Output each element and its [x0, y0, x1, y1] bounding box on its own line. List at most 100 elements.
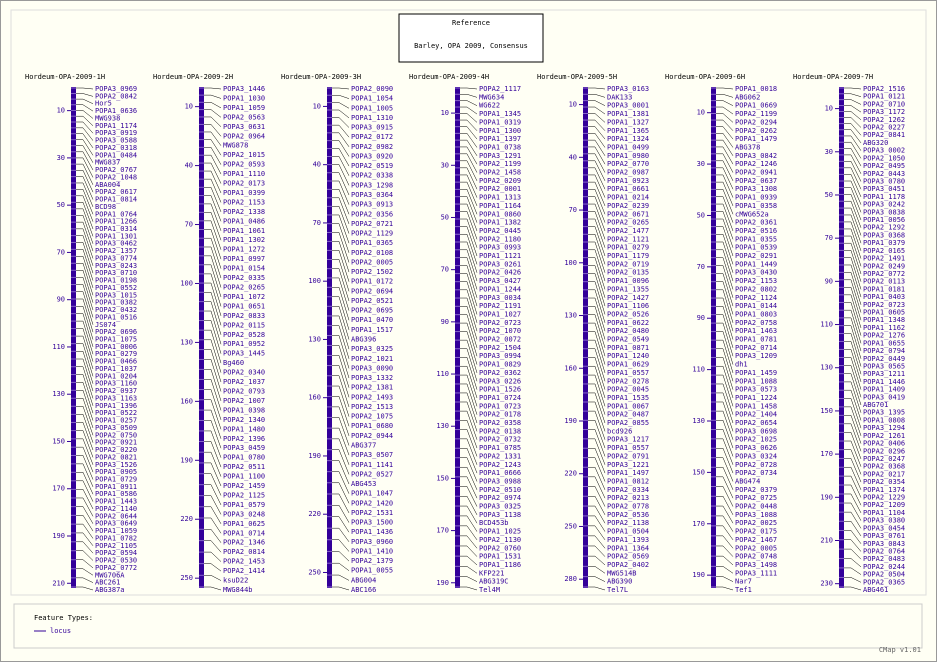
- locus-label: POPA1_0557: [607, 369, 649, 377]
- locus-label: POPA1_0198: [95, 277, 137, 285]
- leader-line: [460, 249, 478, 282]
- leader-line: [716, 392, 734, 424]
- locus-label: POPA2_0090: [351, 85, 393, 93]
- locus-label: POPA1_0257: [95, 417, 137, 425]
- leader-line: [76, 523, 94, 539]
- locus-label: POPA1_1301: [95, 232, 137, 240]
- leader-line: [204, 320, 222, 354]
- leader-line: [332, 223, 350, 253]
- locus-label: POPA2_0723: [863, 301, 905, 309]
- locus-label: ABG378: [735, 143, 760, 151]
- locus-label: ABG453: [351, 480, 376, 488]
- locus-label: POPA2_0334: [607, 486, 649, 494]
- tick-label: 70: [185, 221, 193, 229]
- locus-label: POPA2_1025: [735, 436, 777, 444]
- leader-line: [332, 250, 350, 282]
- locus-label: POPA2_1070: [479, 327, 521, 335]
- leader-line: [332, 172, 350, 196]
- locus-label: POPA2_1124: [735, 294, 777, 302]
- leader-line: [588, 181, 606, 206]
- leader-line: [332, 132, 350, 147]
- tick-label: 30: [441, 161, 449, 169]
- leader-line: [844, 99, 862, 105]
- leader-line: [332, 325, 350, 359]
- leader-line: [844, 235, 862, 267]
- locus-label: POPA2_0178: [479, 411, 521, 419]
- locus-label: POPA3_0710: [95, 269, 137, 277]
- locus-label: POPA2_1504: [479, 344, 521, 352]
- locus-label: POPA1_0812: [607, 477, 649, 485]
- locus-label: POPA2_1037: [223, 378, 265, 386]
- tick-label: 130: [52, 390, 65, 398]
- locus-label: POPA3_0761: [863, 532, 905, 540]
- locus-label: POPA2_0362: [479, 369, 521, 377]
- locus-label: POPA2_0108: [351, 249, 393, 257]
- leader-line: [332, 551, 350, 562]
- locus-label: POPA1_0552: [95, 284, 137, 292]
- map-title: Hordeum-OPA-2009-1H: [25, 73, 105, 81]
- locus-label: POPA2_0842: [95, 92, 137, 100]
- leader-line: [460, 476, 478, 499]
- leader-line: [844, 309, 862, 344]
- leader-line: [76, 463, 94, 487]
- tick-label: 10: [313, 102, 321, 110]
- locus-label: POPA2_0770: [607, 160, 649, 168]
- leader-line: [588, 495, 606, 515]
- leader-line: [460, 555, 478, 566]
- leader-line: [332, 406, 350, 436]
- locus-label: POPA2_1007: [223, 397, 265, 405]
- map-title: Hordeum-OPA-2009-6H: [665, 73, 745, 81]
- leader-line: [716, 339, 734, 373]
- locus-label: POPA1_0829: [479, 361, 521, 369]
- locus-label: POPA1_0714: [223, 529, 265, 537]
- leader-line: [844, 221, 862, 251]
- locus-label: ABG396: [351, 336, 376, 344]
- locus-label: POPA2_0340: [223, 369, 265, 377]
- locus-label: POPA2_0249: [863, 262, 905, 270]
- leader-line: [460, 357, 478, 390]
- locus-label: POPA2_0358: [479, 419, 521, 427]
- locus-label: ABG319C: [479, 578, 509, 586]
- locus-label: POPA1_0096: [607, 277, 649, 285]
- leader-line: [844, 154, 862, 174]
- leader-line: [588, 100, 606, 106]
- locus-label: POPA2_0530: [95, 557, 137, 565]
- leader-line: [588, 566, 606, 574]
- locus-label: POPA1_0651: [223, 302, 265, 310]
- locus-label: POPA2_0402: [607, 561, 649, 569]
- leader-line: [588, 113, 606, 123]
- leader-line: [460, 218, 478, 248]
- leader-line: [332, 345, 350, 379]
- leader-line: [588, 314, 606, 348]
- leader-line: [844, 432, 862, 460]
- locus-label: POPA1_0871: [607, 344, 649, 352]
- locus-label: POPA2_1209: [863, 501, 905, 509]
- locus-label: POPA2_1261: [863, 432, 905, 440]
- locus-label: POPA2_0135: [607, 269, 649, 277]
- locus-label: POPA2_0725: [735, 494, 777, 502]
- leader-line: [332, 539, 350, 552]
- leader-line: [76, 263, 94, 296]
- leader-line: [716, 457, 734, 482]
- leader-line: [716, 133, 734, 148]
- leader-line: [204, 220, 222, 250]
- locus-label: POPA3_1160: [95, 380, 137, 388]
- locus-label: POPA3_0565: [863, 362, 905, 370]
- leader-line: [204, 124, 222, 137]
- leader-line: [844, 389, 862, 421]
- locus-label: POPA2_0278: [607, 377, 649, 385]
- locus-label: POPA2_0778: [607, 503, 649, 511]
- locus-label: POPA1_1027: [479, 310, 521, 318]
- locus-label: POPA1_1104: [863, 509, 905, 517]
- leader-line: [716, 189, 734, 215]
- leader-line: [460, 211, 478, 240]
- leader-line: [588, 545, 606, 557]
- locus-label: POPA1_0379: [863, 239, 905, 247]
- leader-line: [844, 567, 862, 575]
- tick-label: 130: [436, 422, 449, 430]
- locus-label: POPA2_0291: [735, 252, 777, 260]
- leader-line: [204, 212, 222, 241]
- leader-line: [588, 146, 606, 165]
- leader-line: [588, 331, 606, 365]
- locus-label: POPA2_0294: [735, 118, 777, 126]
